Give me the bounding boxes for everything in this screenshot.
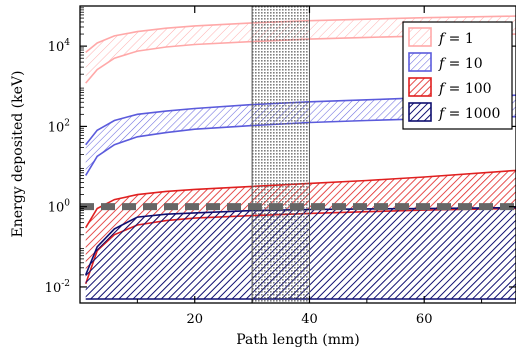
series-lower-line-f1 bbox=[85, 33, 516, 84]
legend-entry-f10: f = 10 bbox=[438, 56, 483, 72]
x-tick-label-60: 60 bbox=[416, 312, 433, 327]
shaded-band bbox=[252, 6, 310, 303]
legend-entry-f100: f = 100 bbox=[438, 81, 492, 97]
y-tick-label: 10-2 bbox=[45, 279, 70, 296]
legend-swatch-f100 bbox=[408, 77, 432, 97]
legend-entry-f1000: f = 1000 bbox=[438, 106, 500, 122]
y-tick-label: 102 bbox=[48, 118, 70, 135]
series-upper-line-f100 bbox=[85, 169, 516, 229]
legend-entry-f1: f = 1 bbox=[438, 31, 474, 47]
y-tick-label: 100 bbox=[48, 199, 71, 216]
legend-swatch-f1000 bbox=[408, 102, 432, 122]
axes: 20 40 60 10-2 100 102 104 bbox=[45, 5, 516, 327]
legend-swatch-f1 bbox=[408, 27, 432, 47]
series-upper-line-f1 bbox=[85, 15, 516, 54]
y-axis-label: Energy deposited (keV) bbox=[10, 71, 26, 238]
legend-swatch-f10 bbox=[408, 52, 432, 72]
series-band-f100 bbox=[85, 170, 516, 284]
series-lower-line-f10 bbox=[85, 115, 516, 176]
x-axis-label: Path length (mm) bbox=[236, 332, 360, 348]
series-upper-line-f10 bbox=[85, 94, 516, 146]
y-tick-label: 104 bbox=[48, 38, 71, 55]
legend: f = 1 f = 10 f = 100 f = 1000 bbox=[402, 21, 513, 130]
x-tick-label-20: 20 bbox=[186, 312, 203, 327]
x-tick-label-40: 40 bbox=[301, 312, 318, 327]
